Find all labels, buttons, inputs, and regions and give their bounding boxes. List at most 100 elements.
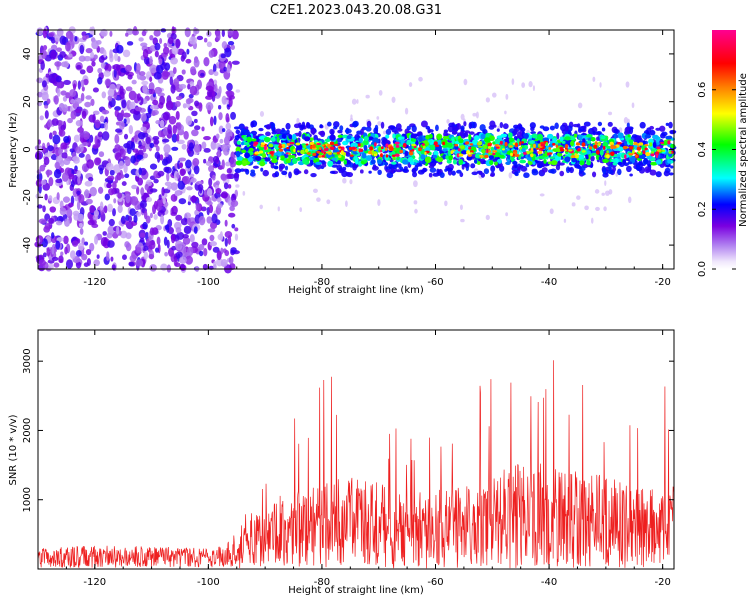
heatmap-cell xyxy=(306,152,312,155)
heatmap-cell xyxy=(292,157,298,165)
heatmap-cell xyxy=(138,167,142,176)
heatmap-cell xyxy=(167,124,172,135)
heatmap-cell xyxy=(141,246,149,251)
heatmap-cell xyxy=(78,194,85,204)
heatmap-cell xyxy=(628,127,634,135)
heatmap-cell xyxy=(575,142,581,146)
heatmap-cell xyxy=(399,149,404,154)
heatmap-cell xyxy=(318,131,325,136)
snr-x-tick-label: -120 xyxy=(83,577,106,588)
snr-y-axis-label: SNR (10 * v/v) xyxy=(8,414,19,485)
heatmap-cell xyxy=(58,148,63,155)
heatmap-cell xyxy=(571,157,577,163)
heatmap-cell xyxy=(570,155,576,159)
heatmap-cell xyxy=(466,150,470,155)
heatmap-cell xyxy=(582,172,586,176)
heatmap-cell xyxy=(208,177,213,187)
heatmap-cell xyxy=(665,122,669,126)
heatmap-cell xyxy=(350,142,358,148)
heatmap-cell xyxy=(637,161,644,166)
heatmap-cell xyxy=(125,32,129,37)
heatmap-cell xyxy=(281,170,288,176)
heatmap-cell xyxy=(363,159,368,164)
heatmap-cell xyxy=(139,232,146,238)
heatmap-cell xyxy=(267,152,270,155)
heatmap-cell xyxy=(607,111,613,116)
heatmap-cell xyxy=(218,112,223,121)
heatmap-cell xyxy=(70,110,77,120)
heatmap-cell xyxy=(477,140,483,146)
heatmap-cell xyxy=(167,218,173,228)
heatmap-cell xyxy=(513,129,518,136)
heatmap-cell xyxy=(602,167,607,175)
heatmap-cell xyxy=(125,117,131,125)
heatmap-cell xyxy=(206,216,213,224)
heatmap-cell xyxy=(273,152,280,156)
heatmap-cell xyxy=(486,148,489,153)
heatmap-cell xyxy=(234,172,239,182)
heatmap-cell xyxy=(309,141,315,146)
heatmap-cell xyxy=(40,179,47,185)
heatmap-cell xyxy=(464,130,471,134)
heatmap-cell xyxy=(508,172,513,179)
heatmap-cell xyxy=(555,164,561,171)
heatmap-cell xyxy=(591,126,598,134)
heatmap-cell xyxy=(552,137,557,144)
heatmap-cell xyxy=(139,237,145,243)
heatmap-cell xyxy=(139,200,147,209)
snr-y-tick-label: 3000 xyxy=(22,348,33,373)
heatmap-cell xyxy=(81,86,85,92)
heatmap-cell xyxy=(429,167,437,173)
heatmap-cell xyxy=(61,172,69,182)
heatmap-cell xyxy=(348,146,353,151)
heatmap-cell xyxy=(85,48,93,54)
heatmap-cell xyxy=(247,156,253,163)
heatmap-cell xyxy=(225,112,230,123)
heatmap-cell xyxy=(191,110,198,117)
heatmap-cell xyxy=(115,128,123,133)
heatmap-cell xyxy=(367,136,374,141)
heatmap-cell xyxy=(420,120,428,128)
heatmap-cell xyxy=(278,145,283,149)
heatmap-cell xyxy=(174,190,181,197)
heatmap-cell xyxy=(209,221,218,230)
heatmap-cell xyxy=(396,156,400,161)
heatmap-cell xyxy=(338,155,342,158)
heatmap-cell xyxy=(54,161,60,169)
heatmap-cell xyxy=(372,137,380,144)
heatmap-cell xyxy=(203,136,211,141)
heatmap-cell xyxy=(504,142,508,147)
snr-x-axis-label: Height of straight line (km) xyxy=(288,585,424,596)
heatmap-cell xyxy=(154,86,163,94)
heatmap-cell xyxy=(454,143,459,147)
heatmap-cell xyxy=(384,161,388,166)
heatmap-cell xyxy=(541,167,548,173)
heatmap-cell xyxy=(65,259,74,269)
heatmap-cell xyxy=(53,262,60,268)
heatmap-cell xyxy=(63,235,69,245)
heatmap-cell xyxy=(321,160,326,164)
heatmap-cell xyxy=(86,140,91,148)
heatmap-cell xyxy=(149,55,153,65)
heatmap-cell xyxy=(235,150,241,158)
heatmap-cell xyxy=(213,71,219,77)
heatmap-cell xyxy=(175,214,183,221)
heatmap-cell xyxy=(411,143,417,147)
snr-frame xyxy=(37,329,675,570)
heatmap-cell xyxy=(146,196,153,203)
heatmap-cell xyxy=(458,158,464,165)
heatmap-cell xyxy=(39,115,44,121)
heatmap-cell xyxy=(481,148,486,154)
heatmap-cell xyxy=(60,142,68,150)
heatmap-cell xyxy=(600,135,606,140)
heatmap-cell xyxy=(170,57,178,65)
spectrogram-y-ticks: -40 -20 0 20 40 xyxy=(22,48,674,253)
heatmap-cell xyxy=(549,125,555,131)
heatmap-cell xyxy=(559,170,565,177)
heatmap-cell xyxy=(224,219,228,227)
heatmap-cell xyxy=(523,133,529,139)
heatmap-cell xyxy=(250,121,255,128)
spectrogram-y-tick-label: 20 xyxy=(22,95,33,108)
heatmap-cell xyxy=(259,161,266,167)
heatmap-cell xyxy=(668,121,673,129)
